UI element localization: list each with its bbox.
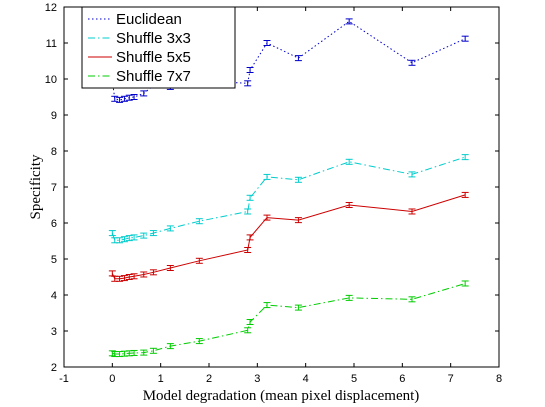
error-bar-0-1	[111, 95, 119, 102]
error-bar-2-6	[140, 271, 148, 278]
error-bar-0-10	[244, 80, 252, 87]
error-bar-1-12	[263, 173, 271, 180]
error-bar-2-10	[244, 247, 252, 253]
error-bar-3-12	[263, 302, 271, 309]
error-bar-0-6	[140, 90, 148, 97]
error-bar-2-2	[116, 275, 124, 282]
error-bar-2-4	[125, 274, 133, 280]
error-bar-2-8	[166, 265, 174, 271]
error-bar-2-9	[195, 257, 203, 264]
x-tick-label-0: -1	[59, 373, 69, 385]
error-bar-2-12	[263, 214, 271, 221]
error-bar-3-6	[140, 349, 148, 356]
x-tick-label-2: 1	[158, 373, 164, 385]
legend-entry-3: Shuffle 7x7	[116, 68, 191, 85]
error-bar-1-7	[149, 230, 157, 237]
error-bar-3-10	[244, 327, 252, 334]
error-bar-1-11	[246, 194, 254, 201]
error-bar-1-2	[116, 237, 124, 244]
series-2	[108, 191, 469, 282]
y-tick-label-8: 10	[45, 74, 57, 86]
error-bar-0-5	[130, 94, 138, 100]
y-axis-title: Specificity	[28, 154, 44, 219]
x-tick-label-7: 6	[399, 373, 405, 385]
error-bar-1-5	[130, 234, 138, 241]
series-layer	[108, 18, 469, 358]
error-bar-3-5	[130, 349, 138, 356]
error-bar-1-14	[345, 158, 353, 165]
error-bar-2-13	[294, 217, 302, 224]
error-bar-0-3	[120, 95, 128, 102]
error-bar-2-16	[461, 191, 469, 198]
y-tick-label-7: 9	[51, 110, 57, 122]
legend-entry-1: Shuffle 3x3	[116, 30, 191, 47]
series-1	[108, 154, 469, 244]
legend: Euclidean Shuffle 3x3 Shuffle 5x5 Shuffle 7…	[81, 6, 236, 89]
error-bar-2-3	[120, 275, 128, 282]
error-bar-1-0	[108, 230, 116, 237]
y-tick-label-2: 4	[51, 290, 57, 302]
y-tick-label-10: 12	[45, 2, 57, 14]
error-bar-1-6	[140, 232, 148, 239]
y-tick-label-9: 11	[46, 38, 57, 50]
error-bar-3-13	[294, 304, 302, 311]
error-bar-3-15	[408, 296, 416, 303]
error-bar-0-2	[116, 96, 124, 103]
error-bar-3-8	[166, 343, 174, 350]
y-tick-label-5: 7	[51, 182, 57, 194]
error-bar-0-15	[408, 59, 416, 66]
legend-box	[81, 6, 236, 89]
error-bar-3-11	[246, 319, 254, 325]
x-tick-label-9: 8	[496, 373, 502, 385]
error-bar-1-9	[195, 218, 203, 225]
y-tick-label-4: 6	[51, 218, 57, 230]
error-bar-2-11	[246, 234, 254, 241]
error-bar-1-15	[408, 171, 416, 178]
x-tick-label-3: 2	[206, 373, 212, 385]
error-bar-0-12	[263, 40, 271, 46]
series-line-0	[111, 20, 466, 101]
error-bar-2-14	[345, 202, 353, 208]
legend-entry-2: Shuffle 5x5	[116, 49, 191, 66]
error-bar-1-13	[294, 176, 302, 183]
y-tick-label-3: 5	[51, 254, 57, 266]
error-bar-2-7	[149, 269, 157, 276]
error-bar-1-3	[120, 236, 128, 243]
error-bar-1-16	[461, 154, 469, 161]
error-bar-2-15	[408, 208, 416, 215]
y-tick-label-6: 8	[51, 146, 57, 158]
error-bar-3-14	[345, 294, 353, 301]
error-bar-0-14	[345, 18, 353, 25]
x-tick-label-8: 7	[448, 373, 454, 385]
error-bar-0-4	[125, 94, 133, 101]
error-bar-2-5	[130, 273, 138, 280]
error-bar-0-16	[461, 35, 469, 42]
error-bar-3-9	[195, 338, 203, 345]
x-tick-label-1: 0	[109, 373, 115, 385]
x-axis-title: Model degradation (mean pixel displaceme…	[143, 388, 420, 404]
y-tick-label-1: 3	[51, 326, 57, 338]
x-tick-label-4: 3	[254, 373, 260, 385]
legend-entry-0: Euclidean	[116, 11, 182, 28]
x-tick-label-5: 4	[303, 373, 309, 385]
error-bar-0-13	[294, 55, 302, 62]
error-bar-3-7	[149, 347, 157, 354]
series-3	[108, 280, 469, 358]
x-tick-label-6: 5	[351, 373, 357, 385]
error-bar-0-11	[246, 67, 254, 73]
error-bar-3-16	[461, 280, 469, 287]
error-bar-1-8	[166, 225, 174, 232]
error-bar-1-4	[125, 235, 133, 242]
error-bar-1-10	[244, 208, 252, 215]
y-tick-label-0: 2	[51, 362, 57, 374]
